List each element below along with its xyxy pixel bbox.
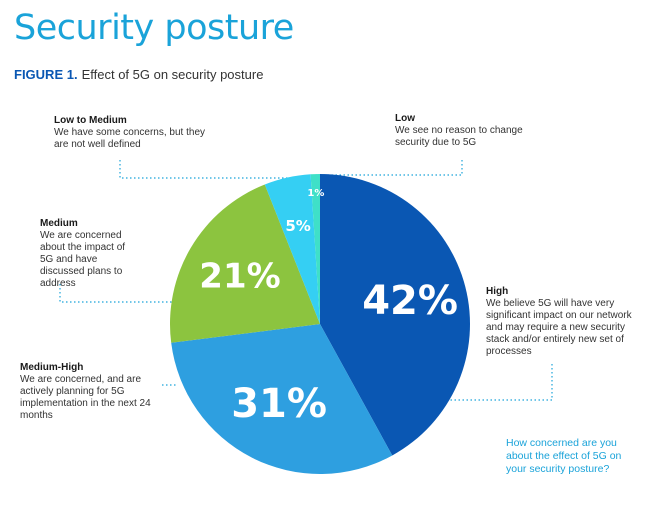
legend-label-medium-high: Medium-High (20, 362, 84, 373)
annotation-text-medium: We are concerned about the impact of 5G … (40, 230, 126, 289)
legend-label-low-to-medium: Low to Medium (54, 115, 127, 126)
figure-caption: FIGURE 1. Effect of 5G on security postur… (14, 67, 263, 82)
pie-slice-low-to-medium (264, 174, 320, 324)
annotation-text-medium-high: We are concerned, and are actively plann… (20, 374, 151, 421)
pie-slice-medium-high (171, 324, 393, 475)
annotation-text-high: We believe 5G will have very significant… (486, 298, 632, 357)
legend-label-low: Low (395, 113, 415, 124)
annotation-medium: Medium We are concerned about the impact… (40, 218, 136, 290)
annotation-text-low: We see no reason to change security due … (395, 125, 523, 148)
pie-slice-high (320, 173, 471, 456)
pie-value-label-low: 1% (307, 188, 324, 199)
callout-connector (119, 160, 293, 188)
pie-value-label-high: 42% (362, 278, 458, 324)
annotation-text-low-to-medium: We have some concerns, but they are not … (54, 127, 206, 150)
pie-value-label-medium-high: 31% (231, 381, 327, 427)
pie-value-labels: 42% 31% 21% 5% 1% (199, 188, 458, 427)
callout-lines (59, 160, 553, 401)
figure-label: FIGURE 1. (14, 67, 78, 82)
callout-connector (445, 364, 553, 401)
legend-label-medium: Medium (40, 218, 78, 229)
annotation-high: High We believe 5G will have very signif… (486, 286, 636, 358)
page-title: Security posture (14, 8, 294, 48)
annotation-low-to-medium: Low to Medium We have some concerns, but… (54, 115, 214, 151)
pie-value-label-low-to-medium: 5% (285, 217, 310, 235)
survey-question: How concerned are you about the effect o… (506, 437, 622, 475)
pie-slice-medium (169, 184, 320, 343)
annotation-low: Low We see no reason to change security … (395, 113, 535, 149)
pie-slice-low (310, 174, 320, 324)
pie-slices (169, 173, 471, 475)
callout-connector (315, 160, 463, 186)
annotation-medium-high: Medium-High We are concerned, and are ac… (20, 362, 160, 422)
figure-title: Effect of 5G on security posture (81, 67, 264, 82)
pie-value-label-medium: 21% (199, 257, 280, 297)
legend-label-high: High (486, 286, 509, 297)
